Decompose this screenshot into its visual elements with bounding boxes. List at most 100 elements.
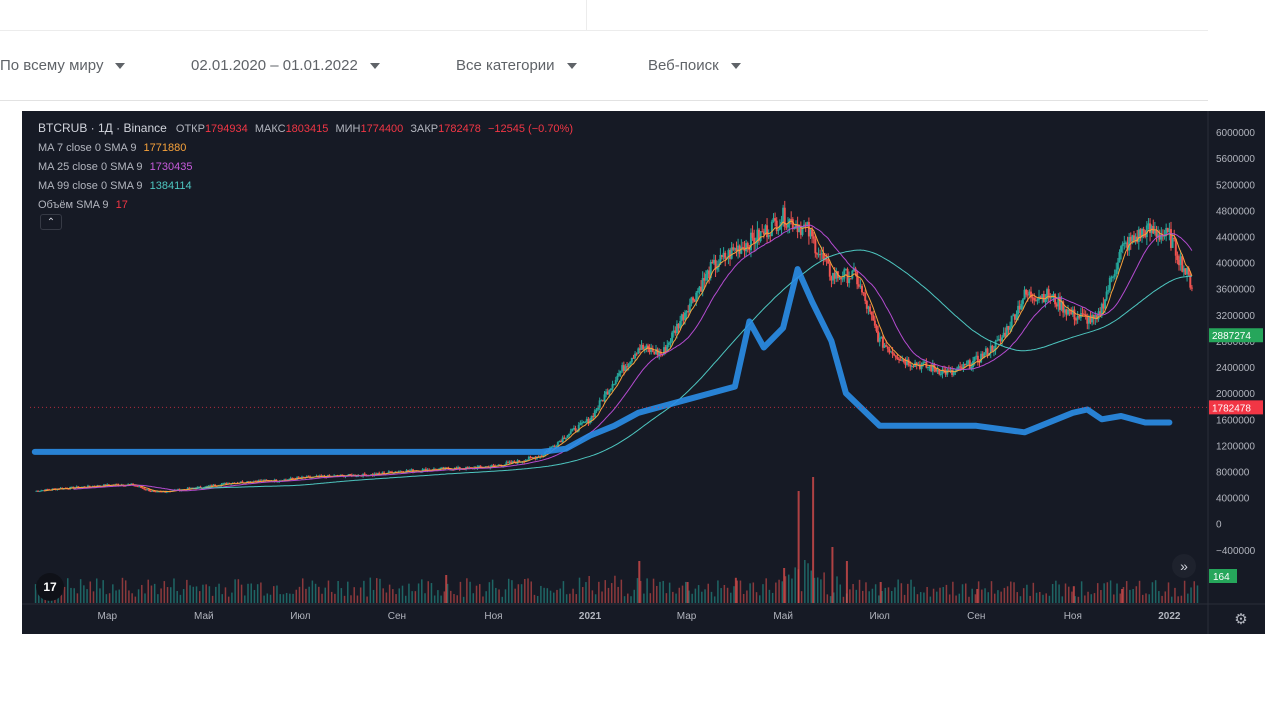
volume-bar (1010, 581, 1012, 603)
volume-bar (285, 592, 288, 603)
volume-bar (910, 579, 912, 603)
volume-bar (205, 584, 207, 603)
volume-bar (797, 491, 800, 603)
candle-body (952, 371, 955, 375)
candle-body (703, 278, 706, 281)
candle-body (524, 460, 527, 462)
candle-body (104, 484, 107, 486)
volume-bar (787, 574, 790, 603)
volume-bar (198, 591, 201, 603)
candle-body (811, 229, 814, 237)
chart-canvas[interactable]: 6000000 5600000 5200000 4800000 4400000 40000… (22, 111, 1265, 634)
date-range-filter[interactable]: 02.01.2020 – 01.01.2022 (191, 52, 380, 78)
y-tick-label: 4000000 (1216, 259, 1255, 270)
candle-body (986, 348, 989, 356)
volume-bar (1145, 593, 1147, 603)
volume-bar (192, 586, 195, 603)
candle-body (302, 476, 305, 478)
candle-body (870, 311, 873, 316)
volume-bar (601, 591, 603, 603)
candle-body (827, 259, 830, 264)
candle-body (981, 353, 984, 358)
x-tick-label: Ноя (484, 611, 502, 622)
volume-bar (218, 583, 220, 603)
candle-body (756, 229, 759, 243)
candle-body (817, 254, 820, 256)
candle-body (1015, 314, 1018, 320)
candle-body (841, 278, 844, 280)
candle-body (996, 340, 999, 342)
candle-body (888, 348, 891, 353)
volume-bar (759, 595, 761, 603)
volume-bar (1167, 582, 1170, 603)
candle-body (508, 461, 511, 463)
volume-bar (746, 590, 748, 603)
volume-bar (1109, 580, 1112, 603)
candle-body (1057, 296, 1060, 307)
volume-bar (997, 590, 999, 603)
candle-body (976, 355, 979, 362)
candle-body (886, 346, 889, 349)
candle-body (1155, 230, 1158, 238)
candle-body (389, 471, 392, 473)
candle-body (410, 469, 413, 471)
volume-bar (485, 591, 487, 603)
volume-bar (295, 589, 298, 603)
scroll-to-realtime-button[interactable]: » (1172, 554, 1196, 578)
candle-body (1131, 235, 1134, 242)
category-filter[interactable]: Все категории (456, 52, 577, 78)
candle-body (598, 400, 601, 408)
search-type-filter[interactable]: Веб-поиск (648, 52, 741, 78)
y-tick-label: 1600000 (1216, 415, 1255, 426)
volume-bar (73, 588, 75, 603)
candle-body (798, 225, 801, 233)
candle-body (148, 489, 151, 492)
volume-bar (472, 593, 475, 603)
candle-body (75, 486, 78, 488)
volume-bar (478, 584, 481, 603)
candle-body (630, 357, 633, 362)
volume-bar (108, 593, 111, 603)
volume-bar (768, 589, 771, 603)
volume-bar (839, 584, 841, 603)
candle-body (1087, 316, 1090, 324)
volume-bar (289, 593, 291, 603)
candle-body (349, 473, 352, 475)
legend-collapse-button[interactable]: ⌃ (40, 214, 62, 230)
volume-bar (610, 583, 613, 603)
candle-body (328, 475, 331, 477)
candle-body (511, 461, 514, 464)
legend-ma7-row[interactable]: MA 7 close 0 SMA 9 1771880 (38, 139, 573, 158)
tradingview-logo-icon[interactable]: 17 (36, 573, 64, 601)
candle-body (1094, 315, 1097, 319)
candle-body (1153, 230, 1156, 234)
candle-body (201, 488, 204, 490)
axes-layer: 6000000 5600000 5200000 4800000 4400000 40000… (22, 111, 1265, 634)
candle-body (568, 433, 571, 436)
volume-bar (1193, 581, 1196, 603)
volume-bar (60, 594, 63, 603)
candle-body (764, 225, 767, 235)
legend-ma25-row[interactable]: MA 25 close 0 SMA 9 1730435 (38, 158, 573, 177)
candle-body (376, 472, 379, 475)
volume-bar (630, 596, 632, 603)
chart-settings-button[interactable]: ⚙ (1230, 608, 1252, 630)
candle-body (674, 330, 677, 334)
legend-ma99-row[interactable]: MA 99 close 0 SMA 9 1384114 (38, 177, 573, 196)
chevron-up-icon: ⌃ (46, 216, 56, 228)
candle-body (1141, 229, 1144, 238)
candle-body (907, 359, 910, 365)
volume-bar (1045, 593, 1047, 603)
volume-bar (1029, 595, 1031, 603)
region-filter[interactable]: По всему миру (0, 52, 126, 78)
legend-volume-row[interactable]: Объём SMA 9 17 (38, 196, 573, 215)
candle-body (640, 345, 643, 350)
price-chart[interactable]: 6000000 5600000 5200000 4800000 4400000 40000… (22, 111, 1265, 634)
volume-bar (1196, 585, 1199, 603)
candle-body (651, 348, 654, 352)
volume-bar (1003, 587, 1006, 603)
x-tick-label: Май (194, 611, 214, 622)
volume-bar (546, 588, 549, 603)
candle-body (1028, 291, 1031, 296)
candle-body (1049, 297, 1052, 299)
